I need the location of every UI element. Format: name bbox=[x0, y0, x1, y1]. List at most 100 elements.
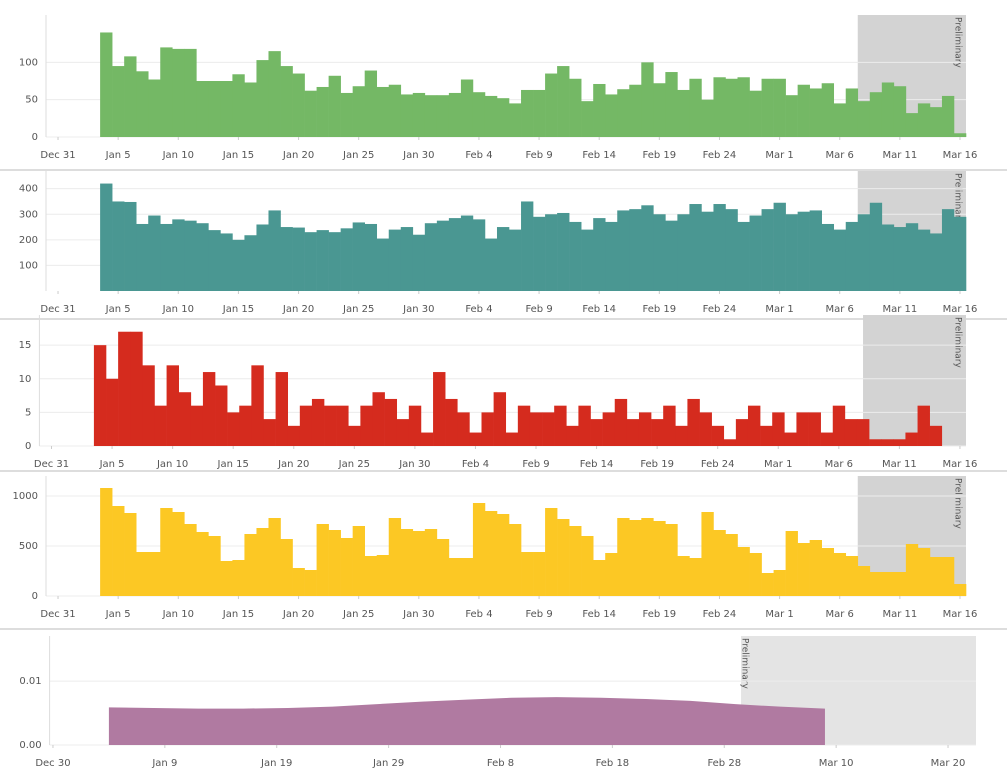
bar bbox=[424, 529, 438, 596]
bar bbox=[521, 552, 534, 596]
bar bbox=[287, 425, 301, 446]
bar bbox=[256, 224, 269, 291]
bar bbox=[412, 234, 426, 291]
bar bbox=[785, 531, 798, 596]
bar bbox=[148, 215, 161, 291]
bar bbox=[617, 89, 630, 137]
bar bbox=[400, 529, 414, 596]
bar bbox=[275, 372, 289, 446]
bar bbox=[713, 204, 726, 291]
bar bbox=[100, 32, 113, 137]
x-tick-label: Feb 19 bbox=[643, 304, 677, 315]
bar bbox=[292, 227, 305, 291]
bar bbox=[723, 439, 737, 446]
bar bbox=[689, 78, 702, 137]
bar bbox=[460, 558, 474, 596]
x-tick-label: Dec 30 bbox=[35, 758, 70, 769]
area bbox=[108, 697, 825, 745]
bar bbox=[557, 66, 570, 137]
bar bbox=[352, 526, 365, 596]
x-tick-label: Mar 16 bbox=[943, 304, 978, 315]
bar bbox=[653, 83, 666, 137]
bar bbox=[364, 70, 378, 137]
y-tick-label: 5 bbox=[25, 407, 31, 418]
y-tick-label: 15 bbox=[19, 340, 32, 351]
x-tick-label: Feb 14 bbox=[580, 459, 614, 470]
bar bbox=[202, 372, 216, 446]
bar bbox=[629, 520, 642, 596]
x-tick-label: Mar 20 bbox=[931, 758, 966, 769]
bar bbox=[893, 572, 907, 596]
bar bbox=[773, 570, 786, 596]
bar bbox=[436, 539, 450, 596]
bar bbox=[761, 209, 774, 291]
x-tick-label: Mar 1 bbox=[765, 304, 793, 315]
x-tick-label: Jan 5 bbox=[105, 609, 131, 620]
bar bbox=[617, 210, 630, 291]
bar bbox=[784, 432, 797, 446]
bar bbox=[118, 331, 131, 446]
x-tick-label: Feb 4 bbox=[465, 150, 492, 161]
x-tick-label: Mar 11 bbox=[882, 150, 917, 161]
bar bbox=[581, 229, 594, 291]
bar bbox=[496, 514, 510, 596]
bar bbox=[364, 223, 378, 291]
bar bbox=[130, 331, 143, 446]
bar bbox=[232, 239, 245, 291]
bar bbox=[808, 412, 821, 446]
bar bbox=[749, 90, 762, 137]
preliminary-region bbox=[863, 315, 966, 446]
bar bbox=[917, 548, 931, 596]
bar bbox=[557, 212, 570, 291]
bar bbox=[93, 345, 107, 446]
bar bbox=[256, 528, 269, 596]
x-tick-label: Feb 28 bbox=[707, 758, 741, 769]
bar bbox=[593, 83, 606, 137]
x-tick-label: Jan 10 bbox=[162, 609, 194, 620]
bar bbox=[845, 221, 859, 291]
bar bbox=[593, 560, 606, 596]
x-tick-label: Feb 18 bbox=[596, 758, 630, 769]
bar bbox=[493, 392, 507, 446]
y-tick-label: 100 bbox=[19, 260, 38, 271]
bar bbox=[232, 560, 245, 596]
x-tick-label: Jan 15 bbox=[222, 609, 254, 620]
bar bbox=[460, 79, 474, 137]
bar bbox=[545, 73, 558, 137]
bar bbox=[400, 94, 414, 137]
x-tick-label: Mar 1 bbox=[765, 609, 793, 620]
x-tick-label: Jan 30 bbox=[398, 459, 430, 470]
x-tick-label: Feb 24 bbox=[701, 459, 735, 470]
bar bbox=[785, 95, 798, 137]
bar bbox=[190, 405, 204, 446]
bar bbox=[566, 425, 579, 446]
bar bbox=[178, 392, 192, 446]
bar bbox=[529, 412, 543, 446]
bar bbox=[677, 89, 690, 137]
y-tick-label: 0 bbox=[32, 132, 38, 143]
bar bbox=[384, 398, 398, 446]
bar bbox=[833, 103, 847, 137]
bar bbox=[605, 553, 618, 596]
bar bbox=[641, 62, 654, 138]
bar bbox=[881, 439, 894, 446]
bar bbox=[208, 536, 221, 596]
x-tick-label: Feb 24 bbox=[703, 304, 737, 315]
bar bbox=[653, 214, 666, 291]
bar bbox=[136, 552, 149, 596]
bar bbox=[372, 392, 385, 446]
bar bbox=[160, 223, 173, 291]
bar bbox=[496, 98, 510, 137]
bar bbox=[533, 552, 546, 596]
y-tick-label: 500 bbox=[19, 541, 38, 552]
bar bbox=[472, 219, 486, 291]
bar bbox=[917, 103, 931, 137]
x-tick-label: Dec 31 bbox=[34, 459, 69, 470]
bar bbox=[629, 84, 642, 137]
bar bbox=[316, 524, 329, 596]
bar bbox=[651, 419, 664, 446]
bar bbox=[797, 84, 810, 137]
bar bbox=[227, 412, 240, 446]
bar bbox=[268, 518, 281, 596]
bar bbox=[675, 425, 688, 446]
